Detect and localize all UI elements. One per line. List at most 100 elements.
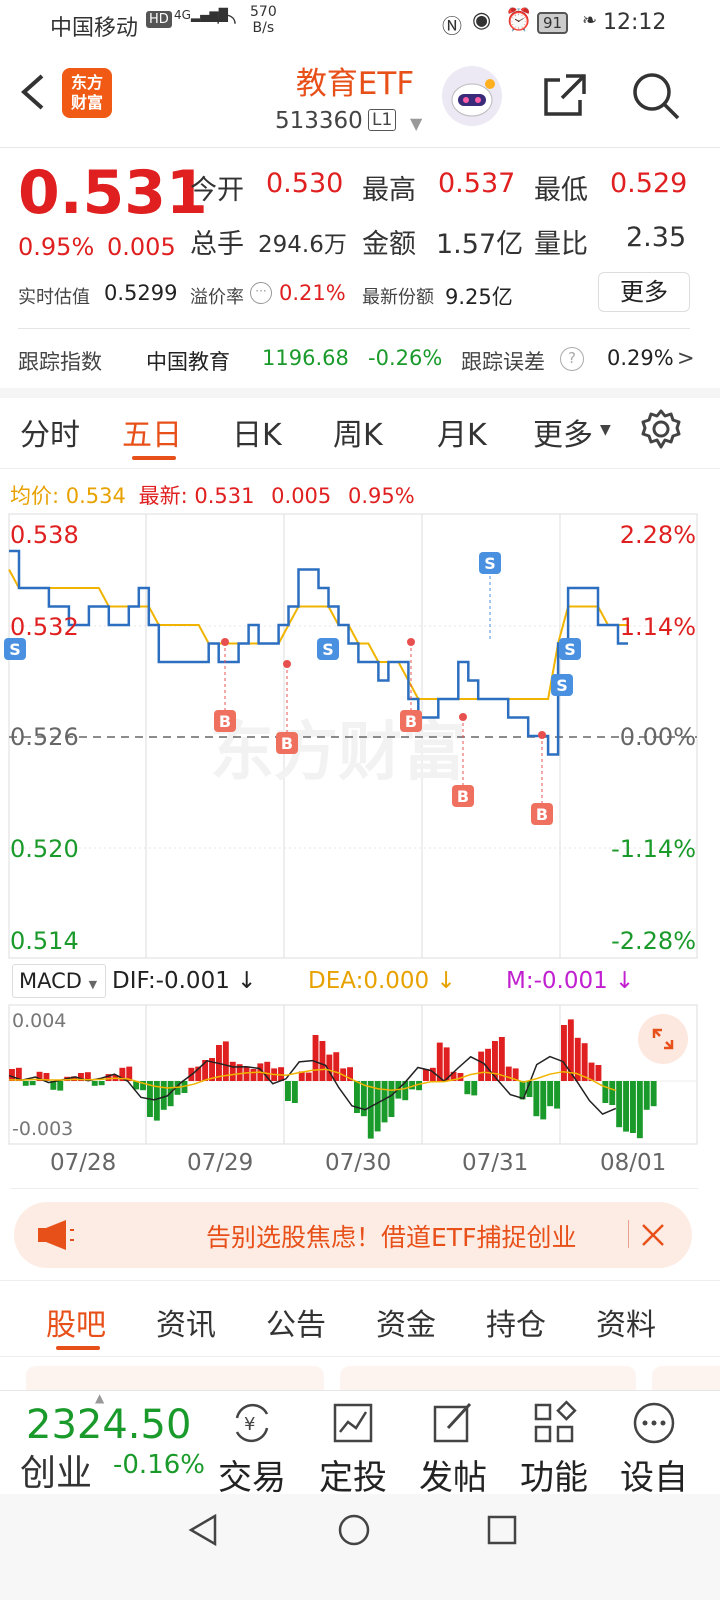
macd-bar bbox=[367, 1081, 374, 1139]
settings-gear-icon[interactable] bbox=[640, 408, 682, 454]
avg-label: 均价: bbox=[10, 484, 60, 508]
track-index-name[interactable]: 中国教育 bbox=[146, 350, 230, 374]
buy-marker-label: B bbox=[457, 787, 469, 806]
tab-fund-flow[interactable]: 资金 bbox=[376, 1308, 436, 1343]
high-label: 最高 bbox=[362, 175, 416, 206]
macd-bar bbox=[333, 1052, 340, 1081]
macd-bar bbox=[374, 1081, 381, 1132]
macd-chart[interactable]: 0.004 -0.003 bbox=[0, 1004, 720, 1146]
macd-bar bbox=[636, 1081, 643, 1139]
expand-icon[interactable] bbox=[638, 1014, 688, 1064]
buy-marker-label: B bbox=[219, 712, 231, 731]
share-icon[interactable] bbox=[540, 70, 590, 124]
info-icon[interactable]: ··· bbox=[250, 282, 272, 304]
tab-weekly-k[interactable]: 周K bbox=[333, 418, 383, 453]
macd-name: MACD bbox=[19, 969, 82, 993]
macd-bar bbox=[602, 1081, 609, 1103]
volume-label: 总手 bbox=[190, 229, 244, 260]
promo-banner[interactable]: 告别选股焦虑！借道ETF捕捉创业 bbox=[14, 1202, 692, 1268]
chart-frame bbox=[8, 513, 698, 959]
macd-bar bbox=[50, 1081, 57, 1090]
index-name[interactable]: 创业 bbox=[20, 1453, 93, 1494]
sell-marker bbox=[479, 552, 501, 574]
nav-function[interactable]: 功能 bbox=[504, 1398, 604, 1499]
nav-fixed-invest[interactable]: 定投 bbox=[303, 1398, 403, 1499]
macd-bar bbox=[533, 1081, 540, 1117]
system-recents-icon[interactable] bbox=[486, 1514, 518, 1550]
search-icon[interactable] bbox=[630, 70, 682, 126]
track-error-value: 0.29% bbox=[607, 346, 674, 370]
track-index-pct: -0.26% bbox=[368, 346, 443, 370]
macd-bar bbox=[471, 1081, 478, 1096]
tab-monthly-k[interactable]: 月K bbox=[437, 418, 487, 453]
tab-holdings[interactable]: 持仓 bbox=[486, 1308, 546, 1343]
nav-post[interactable]: 发帖 bbox=[403, 1398, 503, 1499]
ratio-value: 2.35 bbox=[626, 222, 687, 253]
avg-price-line bbox=[8, 569, 628, 700]
macd-bar bbox=[498, 1037, 505, 1081]
premium-label: 溢价率 bbox=[190, 287, 244, 308]
help-icon[interactable]: ? bbox=[560, 347, 584, 371]
macd-bar bbox=[650, 1081, 657, 1107]
axis-right-1: 2.28% bbox=[620, 521, 696, 549]
tab-forum[interactable]: 股吧 bbox=[46, 1308, 106, 1343]
macd-bar bbox=[202, 1060, 209, 1081]
system-back-icon[interactable] bbox=[185, 1512, 221, 1552]
macd-bar bbox=[388, 1081, 395, 1117]
date-label-1: 07/28 bbox=[50, 1150, 117, 1176]
caret-up-icon[interactable]: ▲ bbox=[95, 1391, 105, 1405]
macd-selector[interactable]: MACD ▼ bbox=[12, 964, 106, 998]
tab-intraday[interactable]: 分时 bbox=[20, 418, 80, 453]
index-value[interactable]: 2324.50 bbox=[26, 1402, 192, 1448]
macd-bar bbox=[209, 1058, 215, 1081]
caret-down-icon[interactable]: ▼ bbox=[600, 422, 611, 438]
app-logo[interactable]: 东方 财富 bbox=[62, 68, 112, 118]
more-button[interactable]: 更多 bbox=[598, 272, 690, 312]
robot-avatar[interactable] bbox=[442, 66, 502, 126]
tab-announcement[interactable]: 公告 bbox=[266, 1308, 326, 1343]
dif-line bbox=[8, 1055, 617, 1115]
macd-bar bbox=[402, 1081, 409, 1101]
close-icon[interactable] bbox=[640, 1222, 666, 1252]
section-gap bbox=[0, 388, 720, 398]
macd-bar bbox=[547, 1081, 554, 1107]
trade-icon: ¥ bbox=[202, 1398, 302, 1448]
tab-indicator bbox=[132, 456, 176, 460]
macd-bar bbox=[84, 1072, 91, 1081]
divider bbox=[0, 1356, 720, 1357]
track-label: 跟踪指数 bbox=[18, 350, 102, 374]
tab-profile[interactable]: 资料 bbox=[596, 1308, 656, 1343]
macd-dea: DEA:0.000 ↓ bbox=[308, 968, 456, 994]
tab-news[interactable]: 资讯 bbox=[156, 1308, 216, 1343]
nav-custom[interactable]: 设自 bbox=[604, 1398, 704, 1499]
macd-bar bbox=[595, 1065, 602, 1081]
premium-value: 0.21% bbox=[279, 281, 346, 305]
dropdown-icon[interactable]: ▼ bbox=[410, 114, 423, 133]
system-home-icon[interactable] bbox=[336, 1512, 372, 1552]
back-icon[interactable] bbox=[18, 72, 48, 112]
tab-daily-k[interactable]: 日K bbox=[232, 418, 282, 453]
sell-marker-label: S bbox=[9, 640, 21, 659]
macd-bar bbox=[305, 1072, 312, 1081]
signal-icon: 4G▂▄▆█ bbox=[174, 8, 228, 22]
level-badge: L1 bbox=[368, 109, 397, 131]
nav-custom-label: 设自 bbox=[620, 1458, 688, 1498]
macd-bar bbox=[519, 1081, 526, 1100]
nav-trade[interactable]: ¥ 交易 bbox=[202, 1398, 302, 1499]
macd-bar bbox=[243, 1067, 250, 1081]
tab-five-day[interactable]: 五日 bbox=[122, 418, 182, 453]
macd-bar bbox=[478, 1051, 485, 1081]
clock: 12:12 bbox=[603, 10, 667, 35]
macd-bar bbox=[36, 1071, 43, 1081]
axis-left-3: 0.526 bbox=[10, 723, 79, 751]
eye-icon: ◉ bbox=[472, 8, 492, 33]
track-arrow-icon[interactable]: > bbox=[677, 346, 695, 370]
macd-bar bbox=[278, 1067, 284, 1081]
macd-dif-text: DIF:-0.001 bbox=[112, 968, 230, 994]
top-header: 东方 财富 教育ETF 513360 L1 ▼ bbox=[0, 48, 720, 148]
tab-more[interactable]: 更多 bbox=[533, 418, 593, 453]
buy-marker-label: B bbox=[281, 734, 293, 753]
axis-left-1: 0.538 bbox=[10, 521, 79, 549]
divider bbox=[628, 1220, 629, 1248]
